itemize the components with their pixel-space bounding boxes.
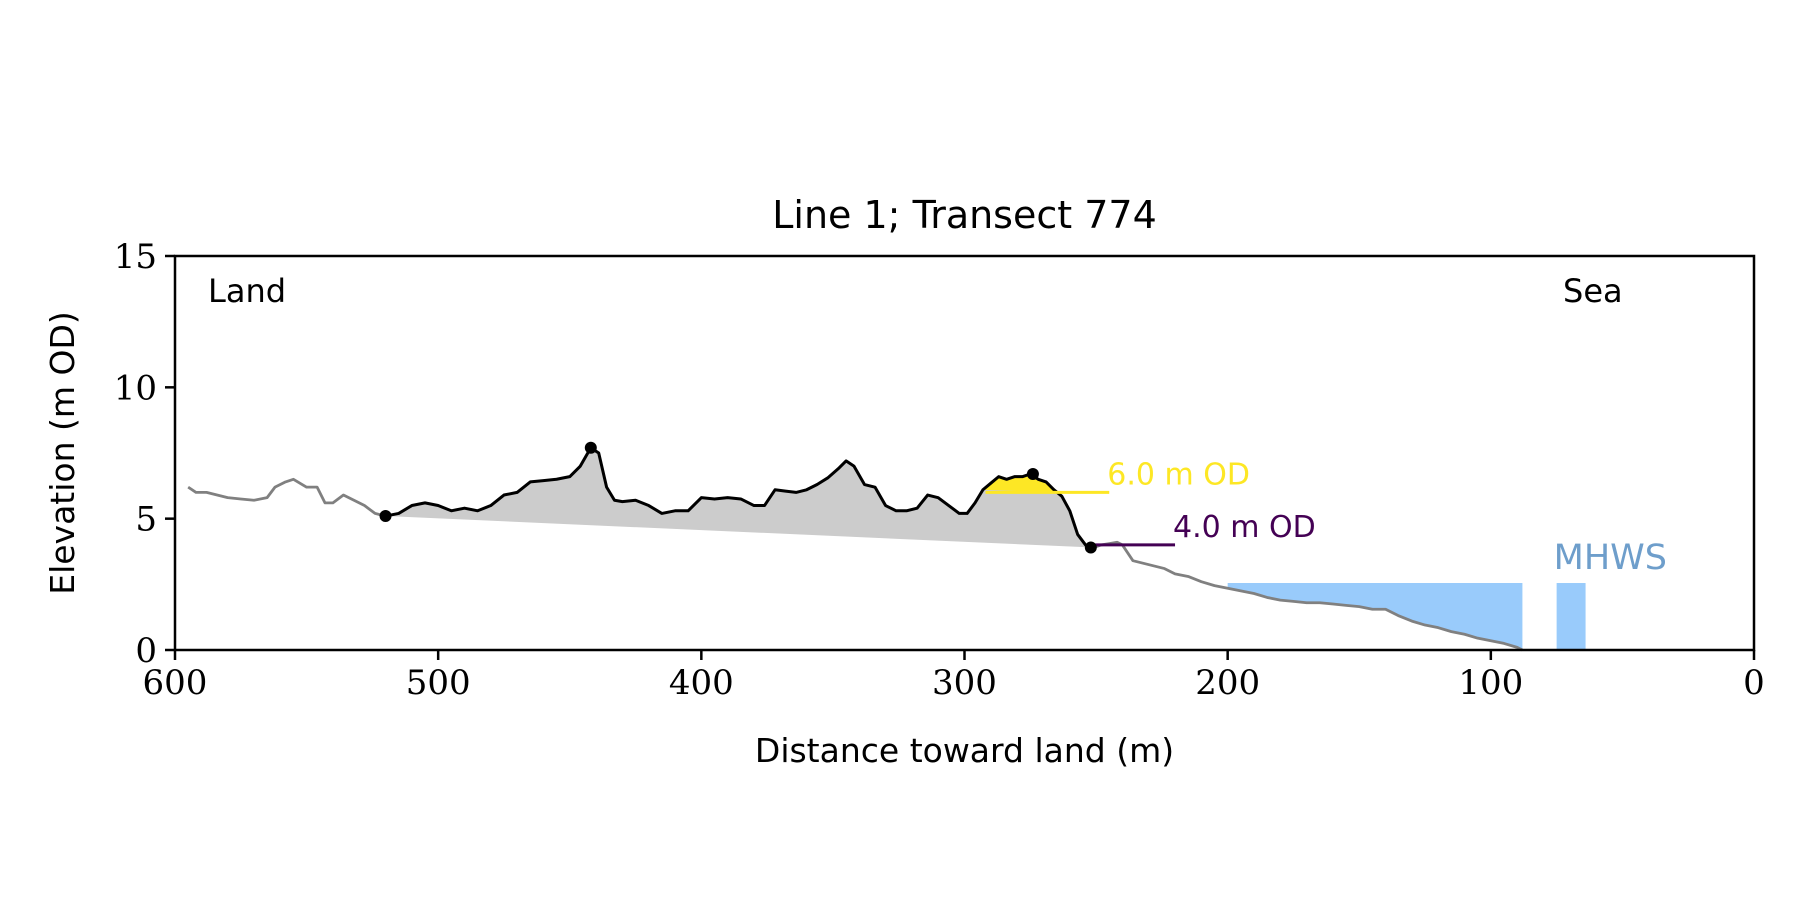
level-4m-label: 4.0 m OD <box>1173 510 1316 545</box>
dune-point-1 <box>584 441 597 454</box>
label-layer: Line 1; Transect 774 Distance toward lan… <box>43 193 1667 770</box>
x-tick-label-5: 100 <box>1458 663 1523 703</box>
x-tick-label-6: 0 <box>1743 663 1765 703</box>
dune-point-2 <box>1026 468 1039 481</box>
y-tick-label-1: 5 <box>135 500 157 540</box>
x-tick-label-2: 400 <box>669 663 734 703</box>
y-tick-label-2: 10 <box>114 368 157 408</box>
sea-label: Sea <box>1563 272 1623 310</box>
dune-point-0 <box>379 510 392 523</box>
y-tick-label-3: 15 <box>114 237 157 277</box>
y-axis-label: Elevation (m OD) <box>43 311 82 595</box>
dune-profile-line <box>385 446 1094 549</box>
dune-point-3 <box>1084 541 1097 554</box>
mhws-fill <box>1227 583 1523 650</box>
tick-layer: 600 500 400 300 200 100 0 0 5 10 15 <box>114 237 1765 703</box>
mhws-label: MHWS <box>1554 538 1667 578</box>
dune-area-fill <box>385 447 1094 548</box>
line-layer: 6.0 m OD 4.0 m OD <box>187 441 1524 652</box>
x-axis-label: Distance toward land (m) <box>755 731 1174 770</box>
land-label: Land <box>208 272 286 310</box>
profile-line-2 <box>1093 540 1524 652</box>
x-tick-label-3: 300 <box>932 663 997 703</box>
mhws-fill-block <box>1556 583 1586 650</box>
y-tick-label-0: 0 <box>135 631 157 671</box>
x-tick-label-4: 200 <box>1195 663 1260 703</box>
chart-title: Line 1; Transect 774 <box>772 193 1157 237</box>
x-tick-label-0: 600 <box>143 663 208 703</box>
profile-line-0 <box>187 477 386 518</box>
x-tick-label-1: 500 <box>406 663 471 703</box>
level-6m-label: 6.0 m OD <box>1107 457 1250 492</box>
